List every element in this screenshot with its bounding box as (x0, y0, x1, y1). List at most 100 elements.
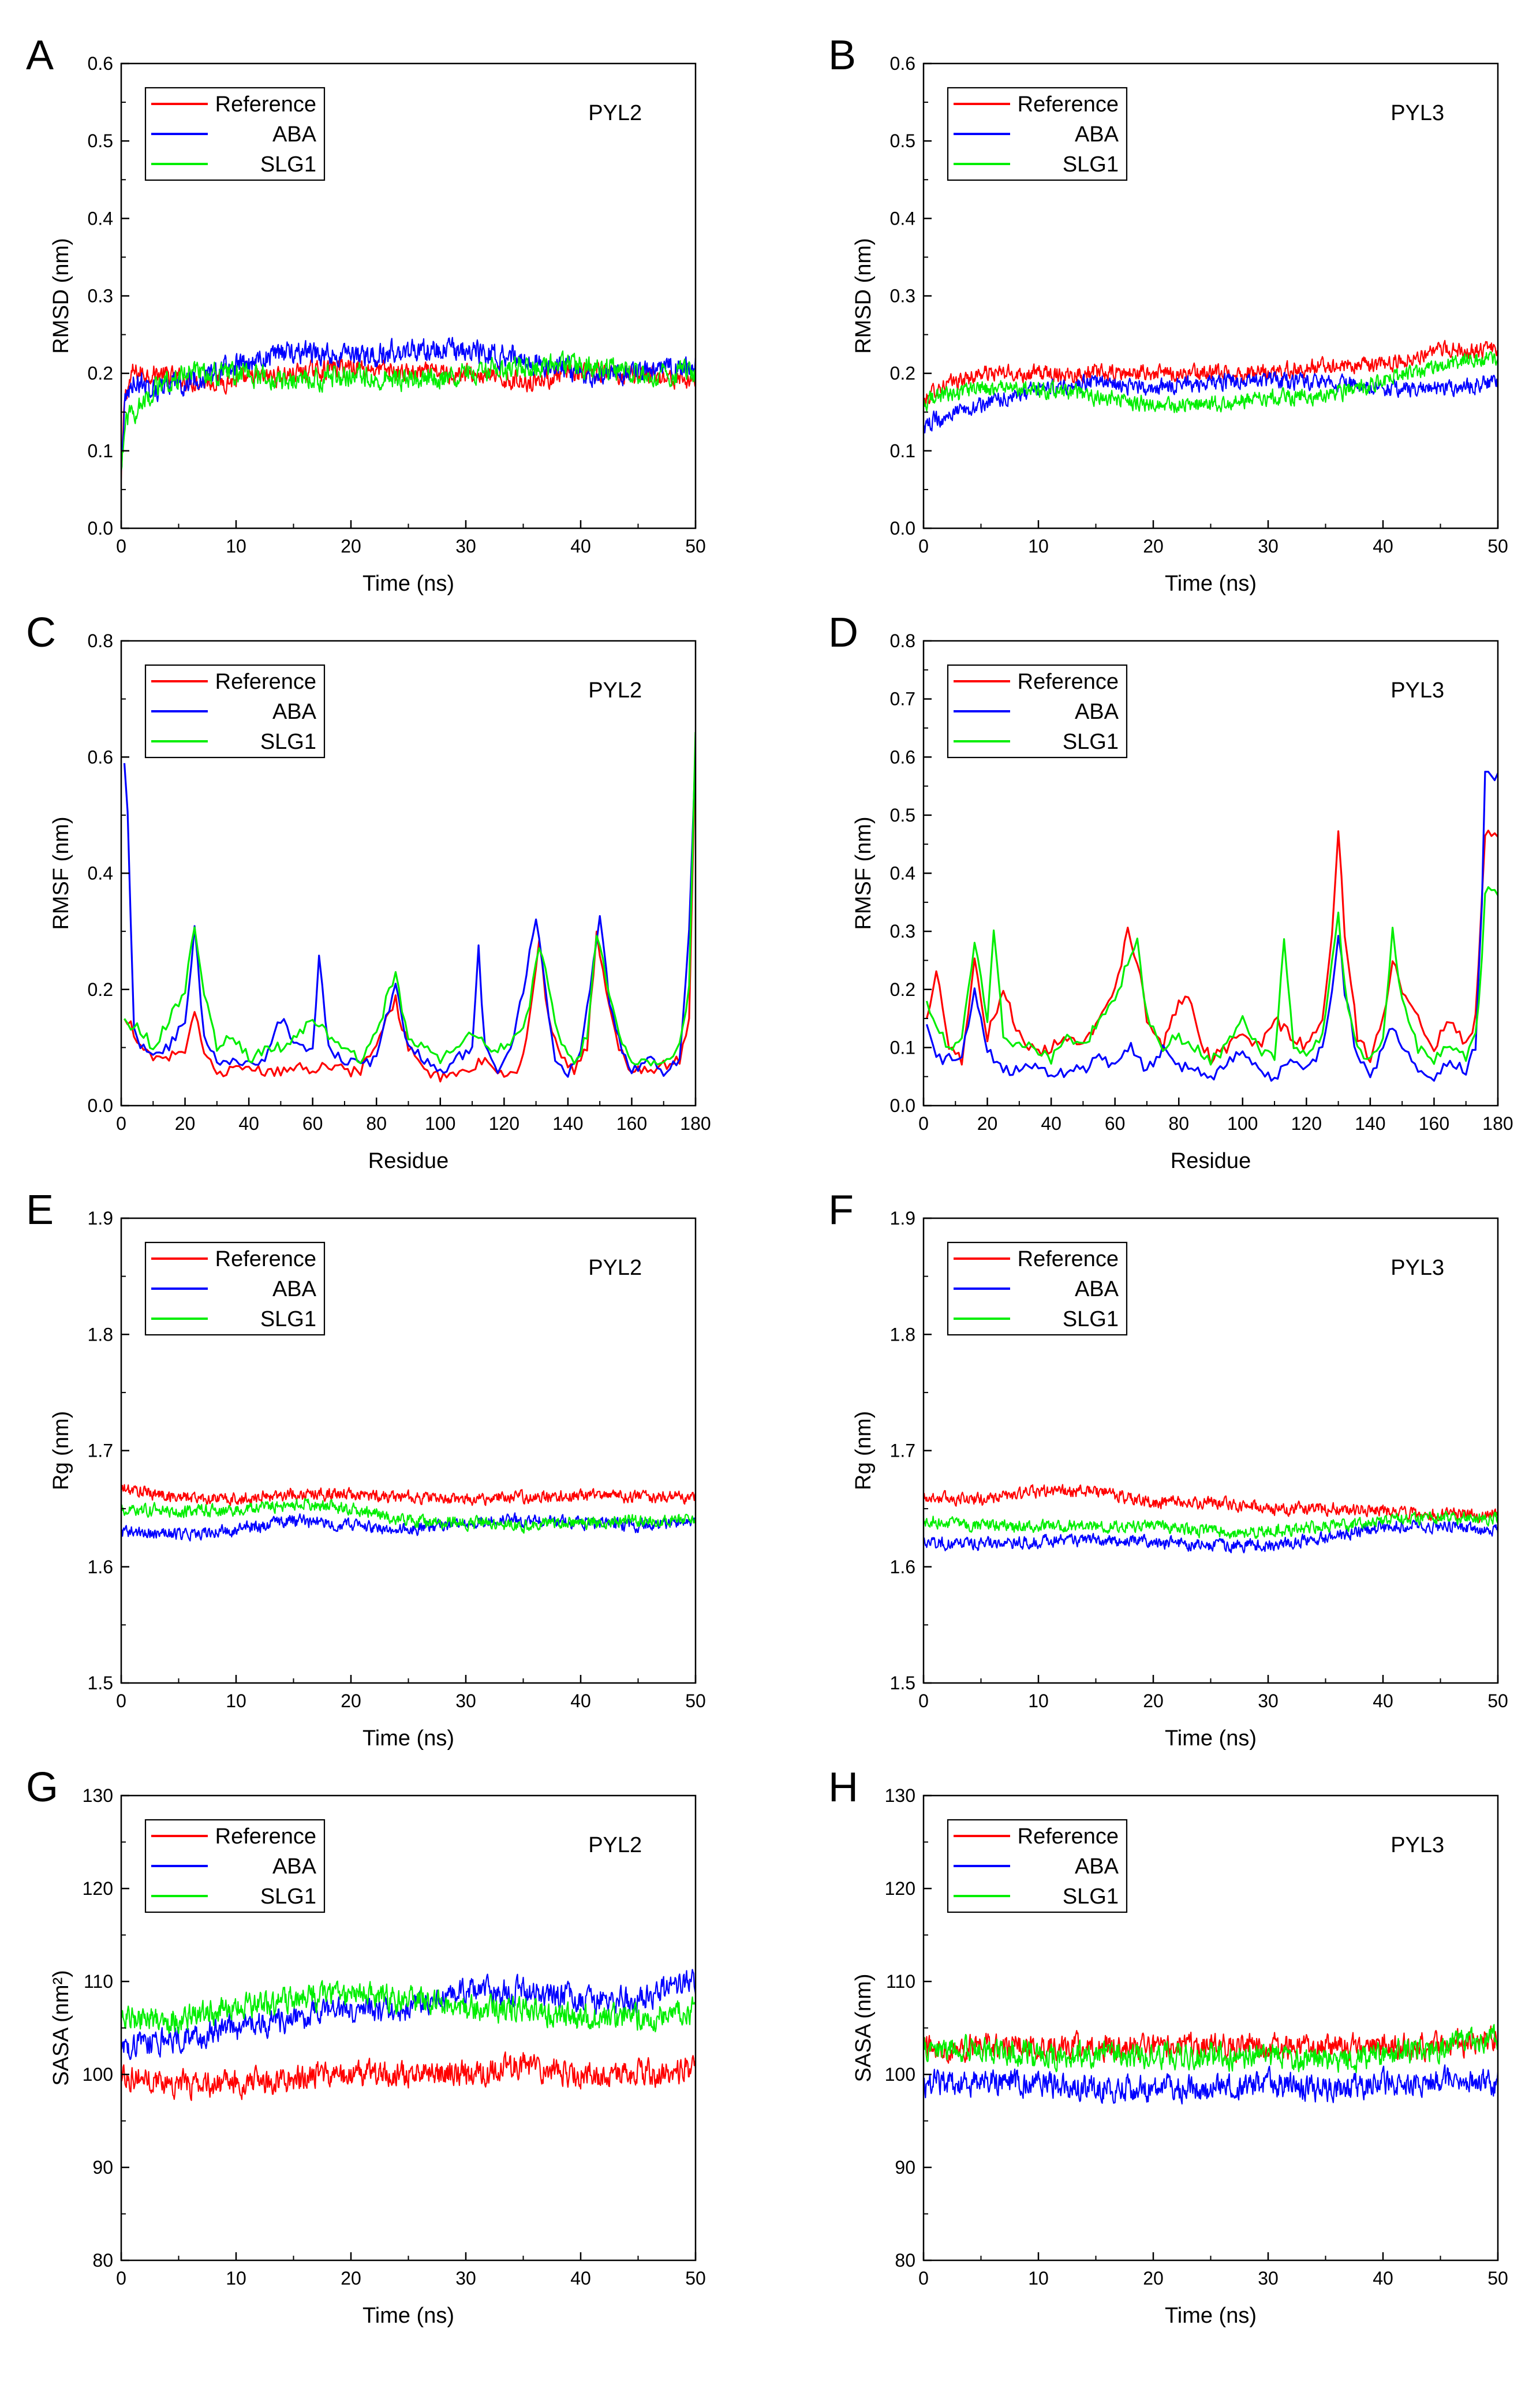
x-axis-label-d: Residue (1171, 1149, 1251, 1173)
y-tick-label: 0.4 (890, 863, 915, 884)
y-tick-label: 0.0 (88, 1095, 113, 1116)
x-tick-label: 20 (1143, 536, 1164, 557)
y-axis-label-g: SASA (nm²) (49, 1970, 73, 2086)
chart-panel-e: E 0 10 20 30 40 50 1.5 1.6 1.7 1.8 1.9 Time (ns) Rg (… (26, 1187, 706, 1751)
y-axis-label-b: RMSD (nm) (851, 238, 876, 354)
y-tick-label: 0.0 (88, 518, 113, 539)
x-axis-label-a: Time (ns) (362, 572, 454, 596)
legend-label-slg1: SLG1 (260, 730, 316, 754)
legend-c: Reference ABA SLG1 (144, 664, 326, 759)
y-axis-label-a: RMSD (nm) (49, 238, 73, 354)
x-tick-label: 180 (1482, 1113, 1513, 1134)
y-tick-label: 0.3 (890, 286, 915, 307)
y-tick-label: 110 (84, 1971, 113, 1992)
x-tick-label: 20 (175, 1113, 196, 1134)
x-tick-label: 100 (1227, 1113, 1258, 1134)
x-tick-label: 10 (226, 1690, 246, 1711)
legend-g: Reference ABA SLG1 (144, 1819, 326, 1913)
x-tick-label: 10 (1028, 536, 1049, 557)
x-tick-label: 10 (1028, 2268, 1049, 2289)
y-tick-label: 0.7 (890, 689, 915, 710)
y-tick-label: 0.3 (88, 286, 113, 307)
annotation-a: PYL2 (588, 101, 642, 125)
y-tick-label: 120 (83, 1878, 113, 1899)
legend-label-slg1: SLG1 (1063, 1307, 1119, 1331)
y-axis-label-f: Rg (nm) (851, 1411, 876, 1490)
legend-label-reference: Reference (215, 92, 316, 117)
series-group-c (123, 732, 696, 1083)
legend-label-slg1: SLG1 (260, 152, 316, 177)
y-tick-label: 90 (895, 2157, 915, 2178)
series-line-b-reference (924, 339, 1498, 407)
y-tick-label: 0.1 (88, 441, 113, 461)
series-line-b-aba (924, 371, 1498, 434)
x-tick-label: 20 (1143, 1690, 1164, 1711)
series-line-g-aba (121, 1969, 696, 2061)
series-line-e-reference (121, 1484, 696, 1506)
legend-label-aba: ABA (272, 122, 317, 147)
y-tick-label: 130 (885, 1785, 915, 1806)
x-tick-label: 50 (685, 2268, 706, 2289)
x-tick-label: 120 (489, 1113, 519, 1134)
series-group-a (121, 337, 696, 480)
x-axis-label-g: Time (ns) (362, 2304, 454, 2328)
series-group-d (925, 771, 1498, 1082)
x-tick-label: 40 (1373, 2268, 1393, 2289)
y-tick-label: 0.4 (890, 208, 915, 229)
legend-label-aba: ABA (272, 700, 317, 724)
y-tick-label: 1.8 (890, 1324, 915, 1345)
x-tick-label: 30 (455, 2268, 476, 2289)
y-tick-label: 1.8 (88, 1324, 113, 1345)
y-tick-label: 0.8 (88, 630, 113, 651)
legend-f: Reference ABA SLG1 (947, 1241, 1128, 1336)
panel-letter-a: A (26, 32, 54, 79)
y-tick-label: 0.6 (88, 53, 113, 74)
annotation-g: PYL2 (588, 1833, 642, 1857)
x-tick-label: 40 (570, 536, 591, 557)
series-group-e (121, 1484, 696, 1542)
panel-letter-b: B (828, 32, 856, 79)
x-tick-label: 60 (1105, 1113, 1126, 1134)
y-tick-label: 80 (895, 2250, 915, 2271)
x-tick-label: 0 (116, 1113, 126, 1134)
legend-label-aba: ABA (272, 1854, 317, 1879)
x-axis-label-f: Time (ns) (1165, 1726, 1257, 1751)
legend-d: Reference ABA SLG1 (947, 664, 1128, 759)
y-axis-label-h: SASA (nm) (851, 1974, 876, 2083)
legend-label-reference: Reference (215, 1824, 316, 1849)
panel-letter-d: D (828, 610, 858, 656)
x-tick-label: 40 (1041, 1113, 1061, 1134)
x-tick-label: 40 (570, 1690, 591, 1711)
series-group-f (924, 1484, 1498, 1554)
x-tick-label: 20 (341, 1690, 361, 1711)
legend-label-aba: ABA (1075, 1854, 1119, 1879)
x-tick-label: 50 (1487, 1690, 1508, 1711)
series-line-d-slg1 (925, 886, 1498, 1066)
y-tick-label: 0.6 (890, 53, 915, 74)
x-tick-label: 20 (1143, 2268, 1164, 2289)
annotation-f: PYL3 (1391, 1256, 1444, 1280)
legend-label-reference: Reference (1018, 1824, 1119, 1849)
x-tick-label: 40 (1373, 1690, 1393, 1711)
x-tick-label: 30 (1258, 2268, 1279, 2289)
y-tick-label: 1.9 (890, 1208, 915, 1229)
y-axis-label-c: RMSF (nm) (49, 816, 73, 930)
y-tick-label: 1.5 (890, 1673, 915, 1693)
x-tick-label: 0 (116, 2268, 126, 2289)
y-tick-label: 1.7 (88, 1440, 113, 1461)
annotation-c: PYL2 (588, 678, 642, 703)
legend-label-reference: Reference (215, 670, 316, 694)
legend-label-reference: Reference (1018, 1247, 1119, 1271)
y-tick-label: 0.2 (890, 363, 915, 384)
series-group-h (924, 2024, 1498, 2105)
x-tick-label: 160 (1419, 1113, 1449, 1134)
legend-a: Reference ABA SLG1 (144, 87, 326, 181)
x-tick-label: 20 (341, 536, 361, 557)
legend-label-slg1: SLG1 (260, 1884, 316, 1909)
series-line-g-slg1 (121, 1980, 696, 2035)
chart-panel-c: C 0 20 40 60 80 100 120 140 160 180 0.0 0.2 0.4 0.6 0.8… (26, 610, 711, 1173)
y-tick-label: 0.4 (88, 208, 113, 229)
chart-panel-h: H 0 10 20 30 40 50 80 90 100 110 120 130 Time (ns) SAS… (828, 1764, 1508, 2328)
